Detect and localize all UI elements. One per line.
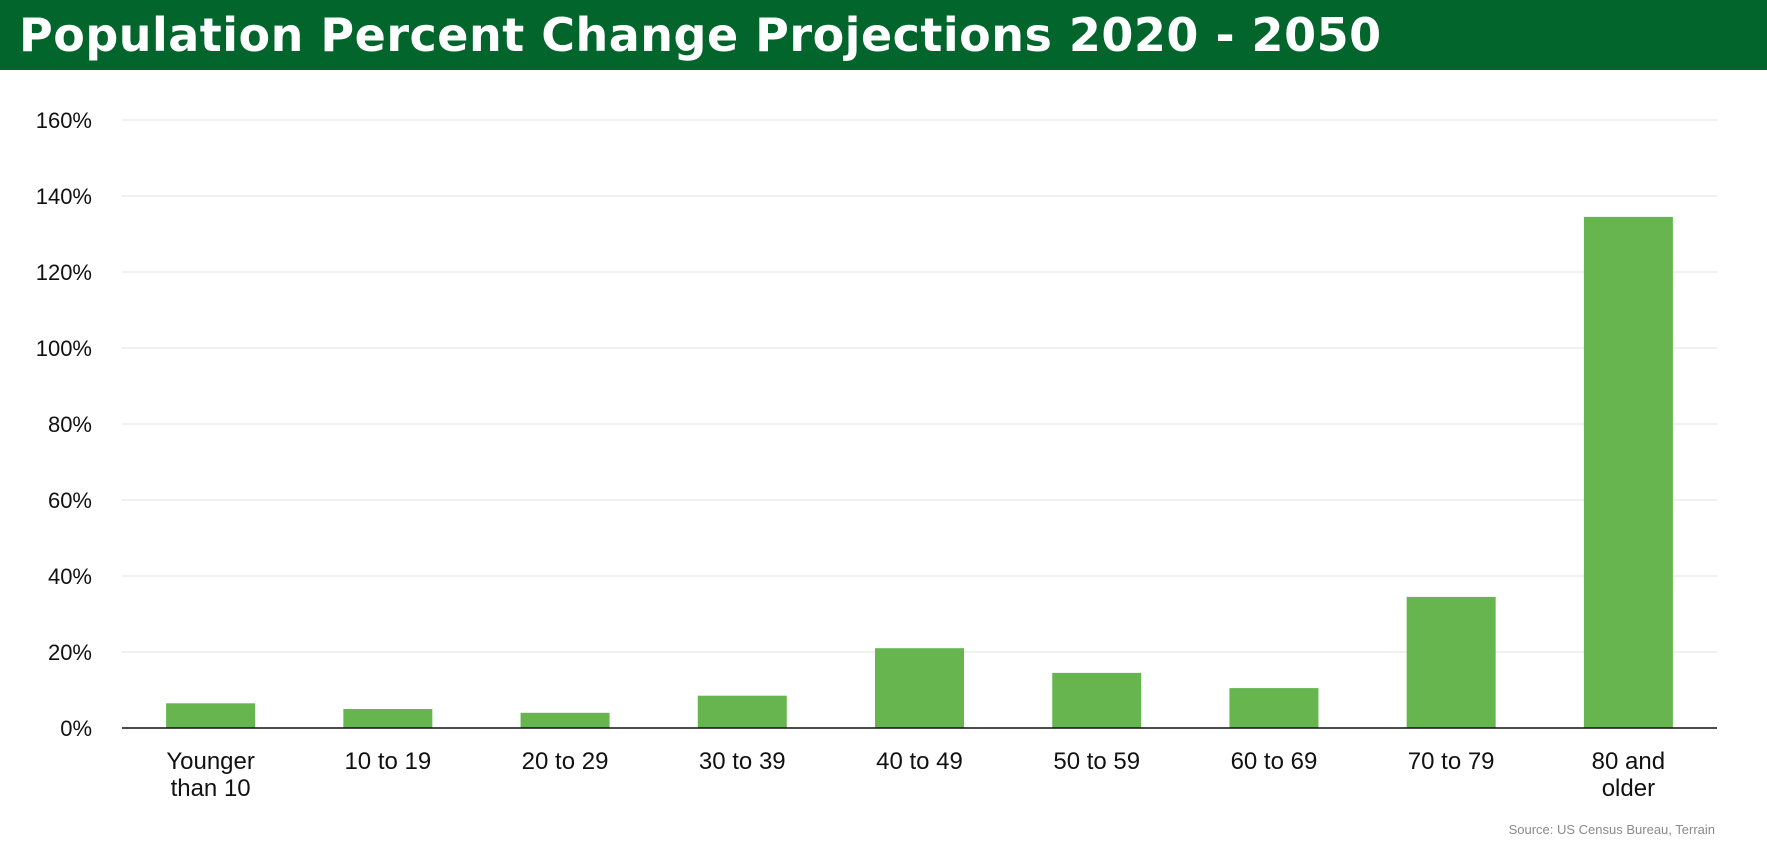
x-category-label-line: 60 to 69 [1231, 748, 1318, 775]
bar [697, 695, 787, 728]
bar [520, 712, 610, 728]
bar [166, 703, 256, 728]
bar [875, 648, 964, 728]
y-tick-label: 100% [36, 336, 92, 361]
y-tick-label: 40% [48, 564, 92, 589]
bar [1229, 688, 1319, 728]
x-category-label: 20 to 29 [522, 748, 609, 775]
x-category-label: 40 to 49 [876, 748, 963, 775]
gridlines [122, 119, 1717, 653]
x-axis-category-labels: Younger than 10 10 to 19 20 to 29 30 to 39 40… [166, 748, 1665, 802]
y-tick-label: 80% [48, 412, 92, 437]
bar [1406, 596, 1496, 728]
chart-title: Population Percent Change Projections 20… [19, 8, 1382, 62]
x-category-label-line: 80 and [1592, 748, 1665, 775]
bars [166, 216, 1673, 728]
bar-chart: 0% 20% 40% 60% 80% 100% 120% 140% 160% Younger th… [36, 108, 1717, 802]
x-category-label: 10 to 19 [344, 748, 431, 775]
y-tick-label: 0% [60, 716, 92, 741]
bar [343, 709, 433, 728]
x-category-label: Younger than 10 [166, 748, 255, 802]
y-tick-label: 140% [36, 184, 92, 209]
x-category-label: 60 to 69 [1231, 748, 1318, 775]
y-tick-label: 20% [48, 640, 92, 665]
x-category-label: 30 to 39 [699, 748, 786, 775]
y-axis-tick-labels: 0% 20% 40% 60% 80% 100% 120% 140% 160% [36, 108, 92, 741]
y-tick-label: 60% [48, 488, 92, 513]
x-category-label-line: 40 to 49 [876, 748, 963, 775]
title-bar: Population Percent Change Projections 20… [0, 0, 1767, 70]
x-category-label-line: older [1602, 775, 1655, 802]
x-category-label: 70 to 79 [1408, 748, 1495, 775]
x-category-label-line: 70 to 79 [1408, 748, 1495, 775]
y-tick-label: 120% [36, 260, 92, 285]
bar [1052, 672, 1142, 728]
source-note: Source: US Census Bureau, Terrain [1508, 822, 1715, 837]
x-category-label-line: 10 to 19 [344, 748, 431, 775]
y-tick-label: 160% [36, 108, 92, 133]
bar [1583, 216, 1673, 728]
x-category-label: 50 to 59 [1053, 748, 1140, 775]
x-category-label-line: Younger [166, 748, 255, 775]
x-category-label-line: 50 to 59 [1053, 748, 1140, 775]
x-category-label-line: 20 to 29 [522, 748, 609, 775]
x-category-label-line: 30 to 39 [699, 748, 786, 775]
x-category-label-line: than 10 [171, 775, 251, 802]
x-category-label: 80 and older [1592, 748, 1665, 802]
